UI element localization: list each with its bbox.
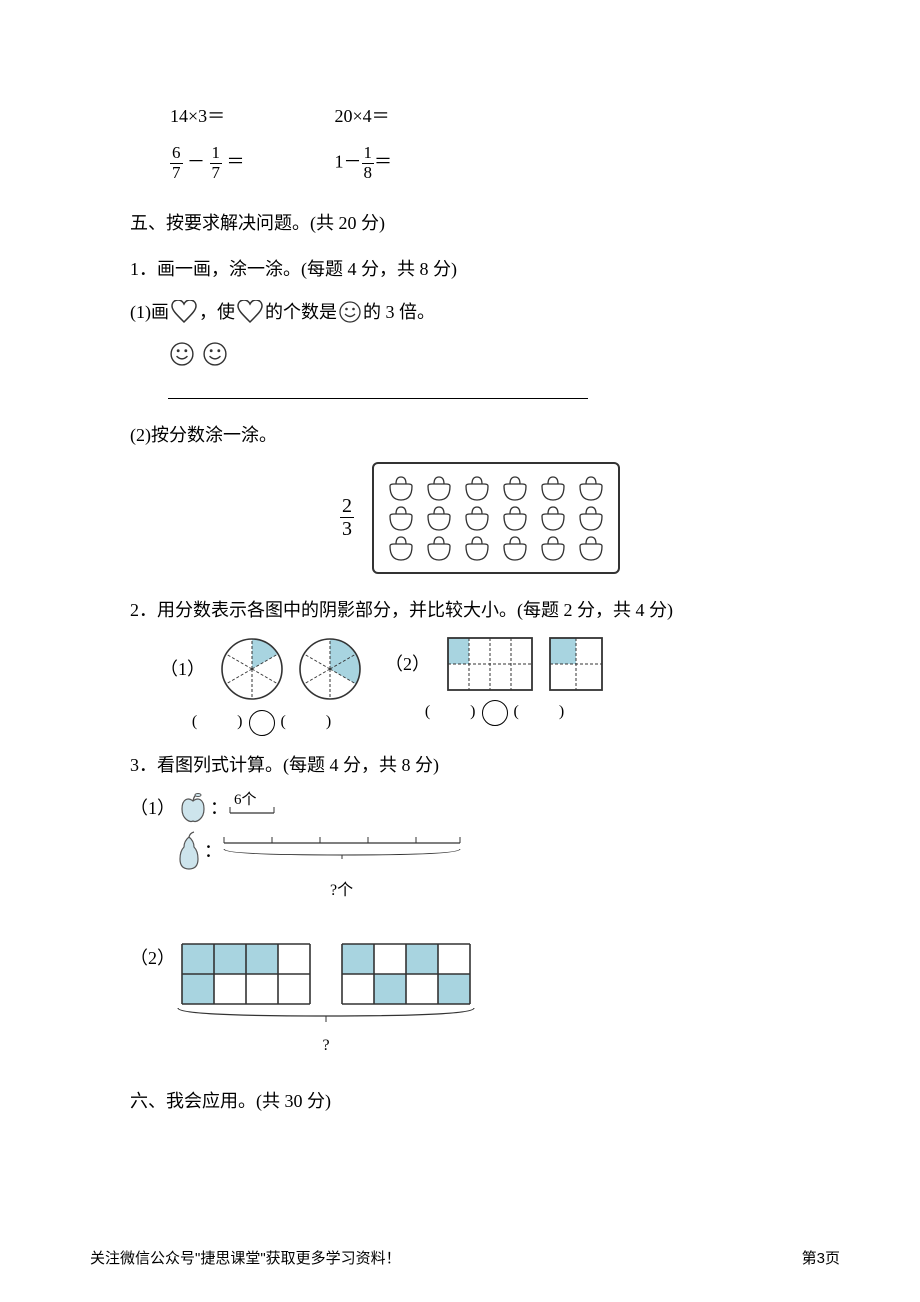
bag-icon xyxy=(538,534,568,562)
section-6-title: 六、我会应用。(共 30 分) xyxy=(130,1085,830,1117)
q1-sub1: (1)画 ，使 的个数是 的 3 倍。 xyxy=(130,296,830,328)
pear-question: ?个 xyxy=(330,877,830,906)
math-row-1: 14×3＝ 20×4＝ xyxy=(170,100,830,132)
answer-line xyxy=(168,398,588,399)
pear-icon xyxy=(174,831,204,871)
q2-title: 2．用分数表示各图中的阴影部分，并比较大小。(每题 2 分，共 4 分) xyxy=(130,594,830,626)
grid-rect-1 xyxy=(180,942,312,1006)
bag-icon xyxy=(424,534,454,562)
bag-icon xyxy=(462,474,492,502)
bag-icon xyxy=(386,504,416,532)
square-grid-2 xyxy=(548,636,604,692)
q3-title: 3．看图列式计算。(每题 4 分，共 8 分) xyxy=(130,749,830,781)
expr-frac-6-7: 67 － 17 ＝ xyxy=(170,144,330,182)
q2-figures: （1） () () （2） () () xyxy=(160,636,830,737)
bag-icon xyxy=(576,474,606,502)
compare-row-1: () () xyxy=(192,708,331,737)
heart-icon xyxy=(171,300,197,324)
q1-title: 1．画一画，涂一涂。(每题 4 分，共 8 分) xyxy=(130,253,830,285)
footer-left: 关注微信公众号"捷思课堂"获取更多学习资料！ xyxy=(90,1245,401,1272)
bag-icon xyxy=(538,474,568,502)
q3-fig1: （1） ： 6个 ： ?个 xyxy=(130,791,830,906)
compare-row-2: () () xyxy=(425,698,564,727)
bag-icon xyxy=(538,504,568,532)
segment-multi xyxy=(222,833,462,869)
brace-question: ? xyxy=(322,1032,329,1061)
expr-1-minus-frac: 1－18＝ xyxy=(335,144,495,182)
q3-fig2: （2） ? xyxy=(130,942,830,1061)
page-footer: 关注微信公众号"捷思课堂"获取更多学习资料！ 第3页 xyxy=(90,1245,840,1272)
bag-icon xyxy=(462,504,492,532)
square-grid-1 xyxy=(446,636,534,692)
footer-right: 第3页 xyxy=(802,1245,840,1272)
pie-chart-1 xyxy=(219,636,285,702)
bag-icon xyxy=(576,504,606,532)
expr-14x3: 14×3＝ xyxy=(170,100,330,132)
bag-icon xyxy=(500,504,530,532)
q1-sub2: (2)按分数涂一涂。 xyxy=(130,419,830,451)
bag-icon xyxy=(424,474,454,502)
smile-icon xyxy=(203,342,227,366)
bag-icon xyxy=(500,534,530,562)
pie-chart-2 xyxy=(297,636,363,702)
bag-grid xyxy=(372,462,620,574)
smile-row xyxy=(168,336,830,368)
bag-figure: 23 xyxy=(130,462,830,574)
brace-under xyxy=(176,1006,476,1032)
bag-icon xyxy=(386,534,416,562)
apple-icon xyxy=(176,791,210,825)
bag-icon xyxy=(576,534,606,562)
bag-icon xyxy=(424,504,454,532)
heart-icon xyxy=(237,300,263,324)
compare-circle xyxy=(249,710,275,736)
smile-icon xyxy=(339,301,361,323)
bag-icon xyxy=(386,474,416,502)
section-5-title: 五、按要求解决问题。(共 20 分) xyxy=(130,207,830,239)
math-row-2: 67 － 17 ＝ 1－18＝ xyxy=(170,144,830,182)
smile-icon xyxy=(170,342,194,366)
compare-circle xyxy=(482,700,508,726)
bag-icon xyxy=(500,474,530,502)
bag-icon xyxy=(462,534,492,562)
grid-rect-2 xyxy=(340,942,472,1006)
expr-20x4: 20×4＝ xyxy=(335,100,495,132)
